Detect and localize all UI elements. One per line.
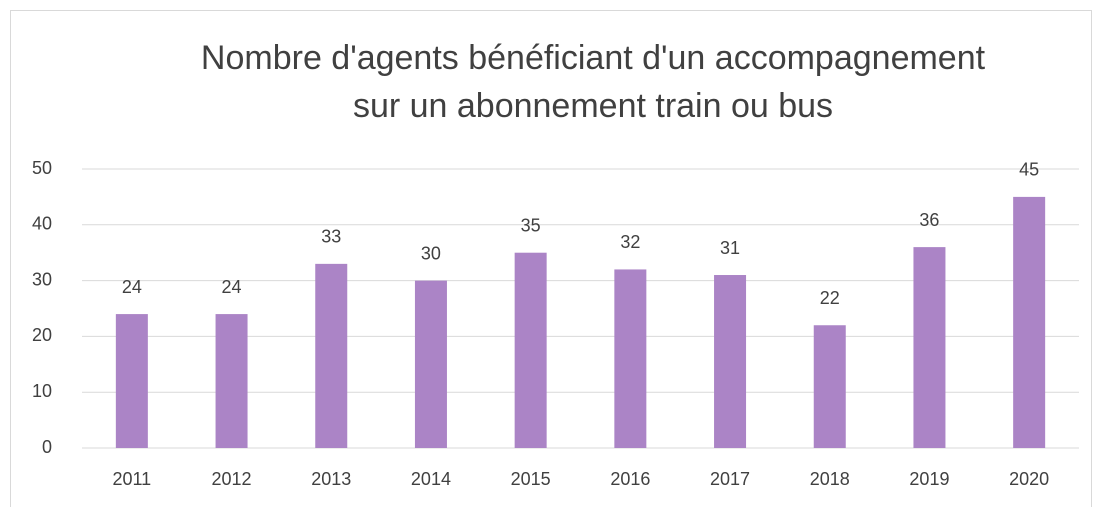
- bar: [315, 263, 348, 448]
- bar: [514, 252, 547, 448]
- data-label: 33: [321, 227, 341, 247]
- x-tick-label: 2012: [212, 469, 252, 489]
- chart-title: sur un abonnement train ou bus: [353, 87, 833, 125]
- data-label: 32: [620, 232, 640, 252]
- y-tick-label: 0: [42, 437, 52, 457]
- bar: [414, 280, 447, 448]
- data-label: 30: [421, 243, 441, 263]
- data-label: 45: [1019, 160, 1039, 180]
- y-tick-label: 30: [32, 269, 52, 289]
- data-label: 24: [222, 277, 242, 297]
- y-tick-label: 10: [32, 381, 52, 401]
- data-label: 31: [720, 238, 740, 258]
- x-tick-label: 2015: [511, 469, 551, 489]
- bar: [913, 247, 946, 448]
- x-tick-label: 2019: [909, 469, 949, 489]
- x-tick-label: 2020: [1009, 469, 1049, 489]
- y-tick-label: 20: [32, 325, 52, 345]
- bar: [215, 314, 248, 448]
- x-tick-label: 2017: [710, 469, 750, 489]
- x-tick-label: 2016: [610, 469, 650, 489]
- chart-border: [10, 10, 1092, 507]
- bar: [614, 269, 647, 448]
- data-label: 24: [122, 277, 142, 297]
- x-tick-label: 2013: [311, 469, 351, 489]
- bar: [714, 275, 747, 448]
- x-tick-label: 2011: [112, 469, 151, 489]
- y-tick-label: 50: [32, 158, 52, 178]
- data-label: 36: [919, 210, 939, 230]
- chart-title: Nombre d'agents bénéficiant d'un accompa…: [201, 39, 986, 77]
- bar: [115, 314, 148, 448]
- x-tick-label: 2014: [411, 469, 451, 489]
- bar: [1013, 196, 1046, 448]
- y-tick-label: 40: [32, 214, 52, 234]
- data-label: 35: [521, 215, 541, 235]
- data-label: 22: [820, 288, 840, 308]
- x-tick-label: 2018: [810, 469, 850, 489]
- bar: [813, 325, 846, 448]
